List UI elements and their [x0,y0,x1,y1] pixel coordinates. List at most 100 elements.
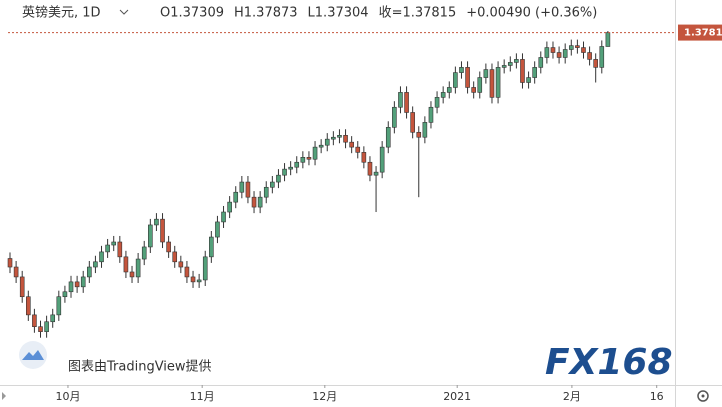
x-tick-label: 12月 [312,390,337,403]
candle-body [331,136,336,140]
candle-body [446,87,452,93]
candle-body [294,161,300,168]
candle-body [562,49,568,58]
candle-body [495,67,501,98]
candle-body [93,261,98,268]
candle-body [593,59,598,68]
candle-body [257,196,263,208]
candle-body [483,69,489,78]
candle-body [209,236,214,258]
candle-body [251,196,257,208]
candle-body [56,296,62,316]
candle-body [245,181,251,198]
header-value: +0.00490 (+0.36%) [466,6,597,21]
candle-body [355,146,361,153]
candle-body [282,168,287,176]
candle-body [7,258,13,268]
watermark-logo: FX168 [545,342,673,383]
candle-body [190,276,196,283]
candle-body [312,146,318,160]
last-price-tag [678,24,722,41]
candle-body [392,106,397,128]
candle-body [99,251,104,263]
candle-body [471,87,476,93]
header-value: 收=1.37815 [379,6,457,21]
credit: 图表由TradingView提供 [68,359,212,375]
candle-body [379,146,385,173]
candle-body [568,45,574,50]
candle-body [105,244,110,253]
candle-body [87,266,92,278]
candle-body [26,296,31,316]
header-value: L1.37304 [308,6,369,21]
candle-body [62,291,68,298]
candle-body [178,261,184,268]
candle-body [44,321,49,332]
candle-body [288,166,293,170]
candle-body [233,191,239,203]
candle-body [13,266,19,278]
candle-body [501,65,507,68]
candle-body [337,135,342,138]
symbol: 英镑美元, 1D [22,5,101,21]
candle-body [172,251,178,263]
candle-body [50,314,56,323]
candle-body [434,97,440,108]
candle-body [605,32,611,47]
x-tick-label: 10月 [55,390,80,403]
candle-body [440,92,446,98]
candle-body [324,138,330,146]
candle-body [556,52,562,58]
candle-body [343,135,348,143]
candle-body [428,106,434,123]
header-value: O1.37309 [160,6,224,21]
candle-body [239,181,245,193]
candle-body [141,246,147,260]
last-price-label: 1.37815 [684,28,722,39]
candle-body [276,174,281,183]
candle-body [410,112,415,133]
candle-body [80,276,86,288]
candle-body [514,59,519,63]
scroll-icon[interactable] [2,392,6,400]
candle-body [404,92,409,113]
candle-body [270,181,275,188]
candle-body [459,67,464,73]
candle-body [416,131,422,138]
candle-body [373,171,379,176]
candle-body [544,47,550,58]
candle-body [465,67,470,88]
candle-body [129,271,135,278]
candle-body [538,57,544,68]
settings-icon[interactable] [697,390,709,402]
candle-body [202,256,208,281]
candle-body [599,46,605,68]
dropdown-icon[interactable] [119,9,129,15]
candle-body [422,122,428,138]
candle-body [550,47,556,53]
header: 英镑美元, 1D O1.37309 H1.37873 L1.37304 收=1.378… [22,5,597,21]
candle-body [111,241,117,246]
candle-body [306,157,312,160]
candle-body [300,157,306,163]
tv-logo [22,350,44,360]
x-tick-label: 2月 [563,390,581,403]
candle-body [385,127,391,148]
candle-body [215,221,220,238]
candle-body [148,224,153,248]
candle-body [361,152,367,163]
candle-body [520,59,525,83]
candle-body [221,211,226,223]
candle-body [453,72,458,88]
candle-body [19,276,25,298]
x-tick-label: 2021 [443,390,471,403]
candle-body [38,326,43,332]
candle-body [367,161,373,176]
candle-body [196,279,202,283]
x-tick-label: 11月 [190,390,215,403]
candle-body [489,69,495,98]
candle-body [477,77,483,93]
candle-body [117,241,123,258]
candle-body [398,92,403,108]
